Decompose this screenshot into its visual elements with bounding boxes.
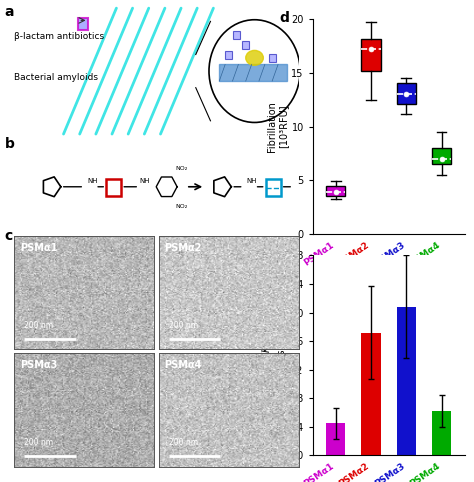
Text: 200 nm: 200 nm [24, 438, 53, 447]
Text: PSMα3: PSMα3 [20, 360, 57, 370]
Text: d: d [280, 11, 289, 25]
Text: PSMα1: PSMα1 [20, 243, 57, 253]
Text: a: a [5, 5, 14, 19]
Bar [233, 31, 240, 39]
Text: Bacterial amyloids: Bacterial amyloids [14, 73, 98, 82]
Text: β-lactam antibiotics: β-lactam antibiotics [14, 32, 104, 41]
PathPatch shape [361, 39, 381, 71]
Bar [432, 411, 451, 455]
Bar [225, 51, 232, 58]
PathPatch shape [432, 148, 451, 164]
Y-axis label: Fibrillation
[10³RFU]: Fibrillation [10³RFU] [267, 101, 289, 152]
Text: 200 nm: 200 nm [169, 438, 198, 447]
PathPatch shape [397, 82, 416, 104]
Bar [78, 18, 89, 30]
Bar [397, 307, 416, 455]
Ellipse shape [246, 51, 264, 65]
Text: b: b [5, 137, 15, 151]
Bar [265, 179, 281, 196]
Text: e: e [280, 247, 289, 261]
Text: NO₂: NO₂ [175, 203, 187, 209]
Y-axis label: $K_{cat}/K_M$
[M⁻¹s⁻¹]: $K_{cat}/K_M$ [M⁻¹s⁻¹] [260, 336, 286, 375]
Text: PSMα4: PSMα4 [164, 360, 202, 370]
Text: NH: NH [139, 178, 150, 184]
Text: NH: NH [87, 178, 98, 184]
Text: NH: NH [246, 178, 257, 184]
Bar [242, 40, 249, 49]
PathPatch shape [326, 186, 346, 196]
Bar [219, 65, 287, 81]
Bar [326, 423, 346, 455]
Bar [106, 179, 121, 196]
Bar [361, 333, 381, 455]
Text: 200 nm: 200 nm [24, 321, 53, 330]
Text: c: c [5, 229, 13, 243]
Text: NO₂: NO₂ [175, 166, 187, 172]
Bar [269, 54, 276, 62]
Text: 200 nm: 200 nm [169, 321, 198, 330]
Text: PSMα2: PSMα2 [164, 243, 202, 253]
